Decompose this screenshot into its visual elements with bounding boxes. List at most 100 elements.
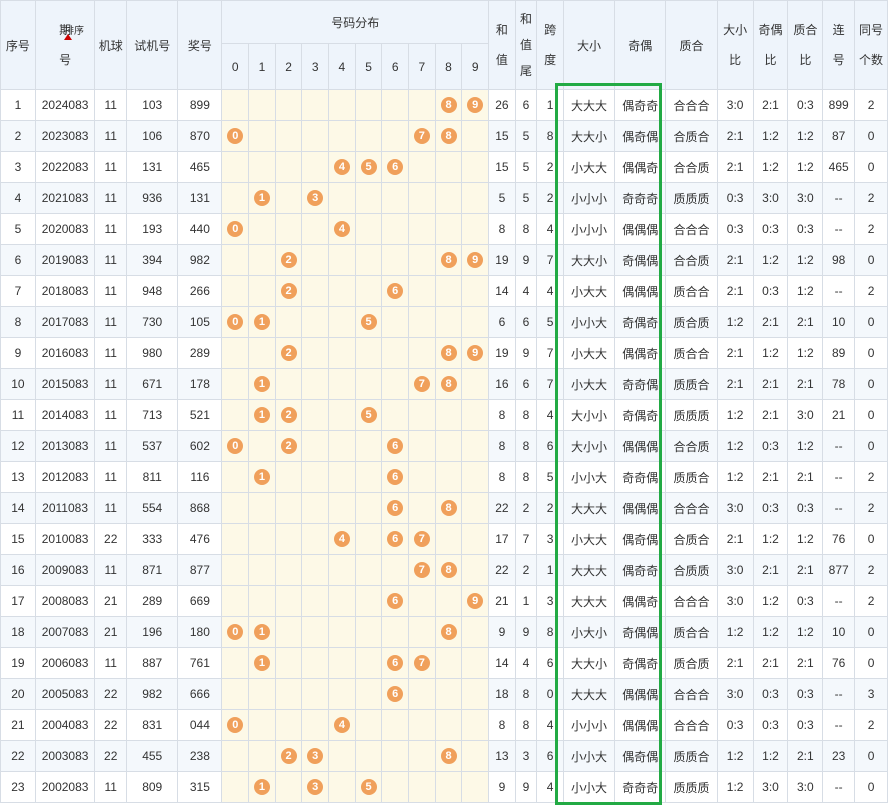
col-sum-label-1: 和 xyxy=(495,23,508,37)
cell-digit-2: 2 xyxy=(274,399,303,431)
cell-oer: 1:2 xyxy=(752,244,789,276)
cell-bsr: 2:1 xyxy=(716,337,754,369)
col-span-label-2: 度 xyxy=(544,53,557,67)
table-row: 14 2011083 11 554 868 6 8 22 2 2 大大大 偶偶偶 合合合 3:0 0:3 0:… xyxy=(0,492,888,524)
cell-digit-8: 8 xyxy=(434,120,463,152)
cell-digit-4: 4 xyxy=(328,709,356,741)
cell-pc: 合合合 xyxy=(665,709,718,741)
digit-ball: 8 xyxy=(440,345,457,361)
cell-digit-3 xyxy=(301,554,330,586)
cell-digit-4 xyxy=(328,554,356,586)
cell-span: 8 xyxy=(536,616,564,648)
cell-span: 4 xyxy=(536,213,564,245)
col-oe-ratio-label-2: 比 xyxy=(764,53,777,67)
cell-oer: 2:1 xyxy=(752,647,789,679)
cell-bsr: 0:3 xyxy=(716,709,754,741)
cell-ball: 11 xyxy=(94,213,128,245)
cell-digit-7 xyxy=(408,678,436,710)
cell-period: 2005083 xyxy=(34,678,96,710)
cell-same: 0 xyxy=(854,337,888,369)
cell-digit-7 xyxy=(408,740,436,772)
col-odd-even: 奇偶 xyxy=(614,0,667,90)
cell-same: 2 xyxy=(854,709,888,741)
cell-digit-0: 0 xyxy=(221,120,250,152)
digit-ball: 2 xyxy=(280,748,297,764)
digit-ball: 2 xyxy=(280,407,297,423)
cell-bsr: 2:1 xyxy=(716,368,754,400)
table-row: 12 2013083 11 537 602 0 2 6 8 8 6 大小小 偶偶偶 合合质 1:2 0:3 1:… xyxy=(0,430,888,462)
cell-oer: 2:1 xyxy=(752,306,789,338)
cell-period: 2016083 xyxy=(34,337,96,369)
col-consecutive-label-1: 连 xyxy=(832,23,845,37)
cell-digit-8 xyxy=(434,182,463,214)
cell-digit-1 xyxy=(248,151,276,183)
cell-digit-1: 1 xyxy=(248,368,276,400)
cell-digit-5 xyxy=(354,120,383,152)
cell-period: 2013083 xyxy=(34,430,96,462)
cell-oe: 偶偶偶 xyxy=(614,275,667,307)
col-period[interactable]: 期 号 xyxy=(34,0,96,90)
col-digit-1: 1 xyxy=(248,43,276,90)
cell-pcr: 3:0 xyxy=(787,399,824,431)
cell-sum: 21 xyxy=(488,585,516,617)
cell-span: 7 xyxy=(536,337,564,369)
cell-digit-8 xyxy=(434,461,463,493)
cell-digit-6 xyxy=(381,306,410,338)
cell-tail: 9 xyxy=(514,616,538,648)
cell-pcr: 0:3 xyxy=(787,89,824,121)
cell-bs: 大大小 xyxy=(562,647,616,679)
col-odd-even-label: 奇偶 xyxy=(628,38,653,53)
cell-pcr: 3:0 xyxy=(787,771,824,803)
cell-bsr: 1:2 xyxy=(716,430,754,462)
cell-oer: 1:2 xyxy=(752,120,789,152)
cell-digit-1 xyxy=(248,430,276,462)
cell-ball: 11 xyxy=(94,182,128,214)
cell-oer: 1:2 xyxy=(752,616,789,648)
cell-digit-9 xyxy=(461,275,490,307)
cell-same: 0 xyxy=(854,244,888,276)
cell-tail: 8 xyxy=(514,709,538,741)
cell-pcr: 0:3 xyxy=(787,585,824,617)
cell-digit-4 xyxy=(328,678,356,710)
col-machine-ball: 机球 xyxy=(94,0,128,90)
cell-ball: 11 xyxy=(94,554,128,586)
col-big-small-label: 大小 xyxy=(577,38,602,53)
cell-trial: 887 xyxy=(126,647,179,679)
col-bs-ratio: 大小比 xyxy=(716,0,754,90)
cell-ball: 11 xyxy=(94,89,128,121)
cell-same: 2 xyxy=(854,585,888,617)
cell-oe: 偶奇偶 xyxy=(614,523,667,555)
cell-period: 2012083 xyxy=(34,461,96,493)
sort-label[interactable]: 排序 xyxy=(64,26,84,37)
cell-digit-0: 0 xyxy=(221,616,250,648)
table-row: 10 2015083 11 671 178 1 7 8 16 6 7 小大大 奇奇偶 质质合 2:1 2:1 2… xyxy=(0,368,888,400)
cell-oe: 偶奇奇 xyxy=(614,554,667,586)
sort-up-arrow-icon[interactable] xyxy=(64,34,72,40)
cell-span: 2 xyxy=(536,492,564,524)
cell-digit-6 xyxy=(381,554,410,586)
cell-trial: 831 xyxy=(126,709,179,741)
cell-digit-0: 0 xyxy=(221,213,250,245)
digit-ball: 0 xyxy=(227,128,244,144)
cell-trial: 671 xyxy=(126,368,179,400)
cell-span: 4 xyxy=(536,709,564,741)
cell-same: 0 xyxy=(854,368,888,400)
cell-digit-6: 6 xyxy=(381,430,410,462)
cell-bs: 小大大 xyxy=(562,151,616,183)
cell-digit-7: 7 xyxy=(408,523,436,555)
digit-ball: 3 xyxy=(307,190,324,206)
cell-digit-8 xyxy=(434,709,463,741)
cell-digit-3 xyxy=(301,151,330,183)
cell-pc: 合合合 xyxy=(665,678,718,710)
cell-span: 4 xyxy=(536,771,564,803)
cell-digit-8: 8 xyxy=(434,244,463,276)
col-sum-tail-label-3: 尾 xyxy=(520,64,533,78)
cell-period: 2009083 xyxy=(34,554,96,586)
cell-trial: 455 xyxy=(126,740,179,772)
cell-digit-6 xyxy=(381,709,410,741)
cell-digit-8: 8 xyxy=(434,492,463,524)
cell-digit-1: 1 xyxy=(248,771,276,803)
cell-digit-2: 2 xyxy=(274,275,303,307)
cell-prize: 982 xyxy=(177,244,223,276)
